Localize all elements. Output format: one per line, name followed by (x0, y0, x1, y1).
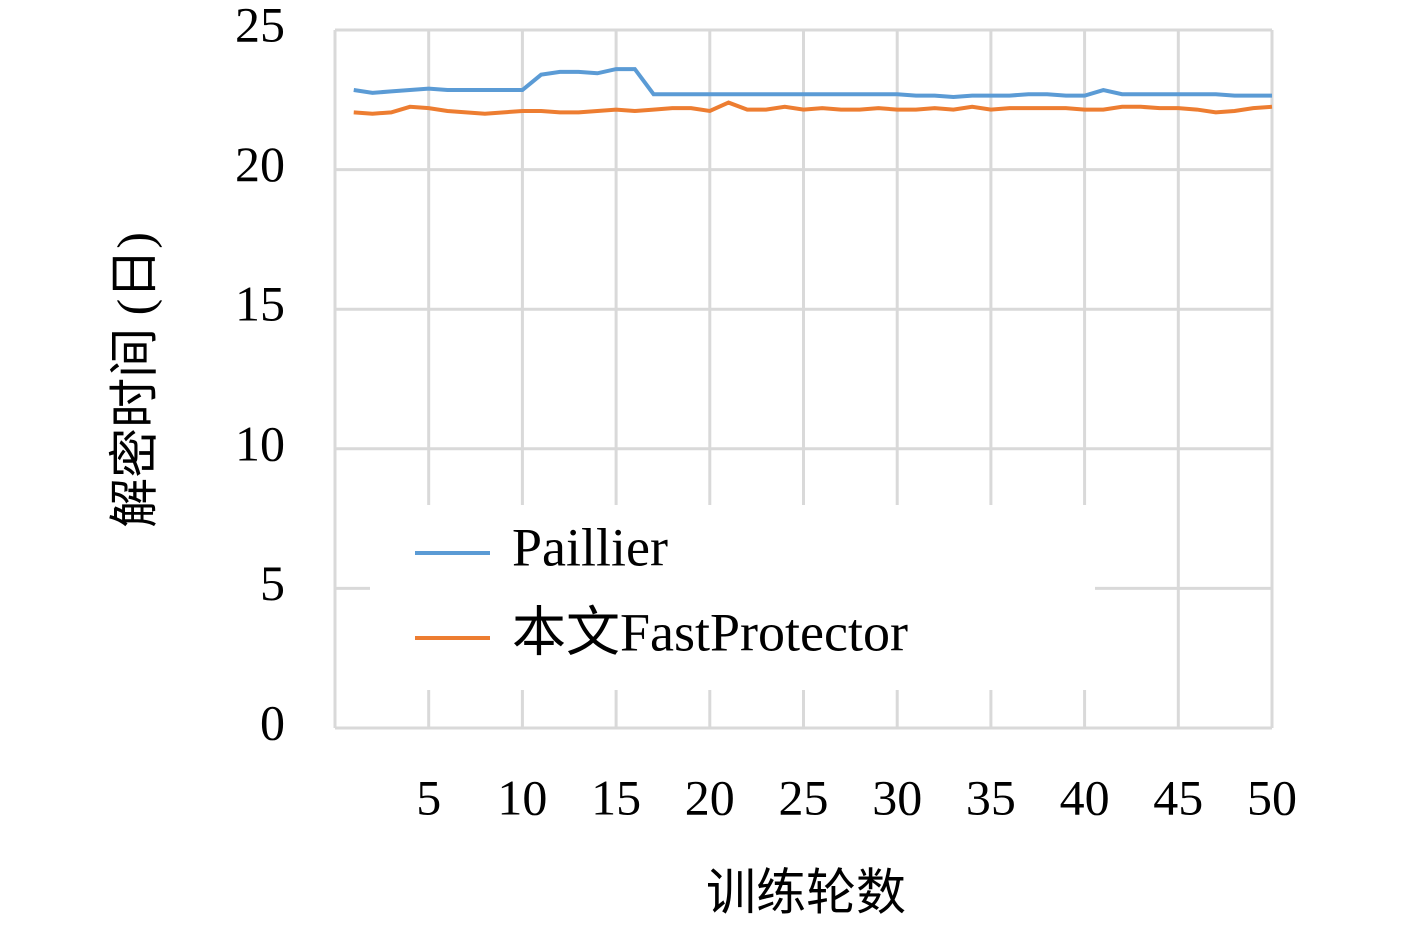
x-tick-label: 35 (966, 769, 1016, 825)
legend-label: Paillier (512, 517, 668, 577)
y-tick-label: 10 (235, 415, 285, 471)
x-tick-label: 20 (685, 769, 735, 825)
x-tick-label: 50 (1247, 769, 1297, 825)
x-axis-label: 训练轮数 (706, 864, 906, 920)
x-tick-label: 30 (872, 769, 922, 825)
x-tick-label: 40 (1060, 769, 1110, 825)
x-tick-label: 15 (591, 769, 641, 825)
data-line (353, 67, 1272, 100)
legend-label: 本文FastProtector (512, 602, 908, 662)
x-tick-label: 10 (497, 769, 547, 825)
y-tick-label: 0 (260, 694, 285, 750)
data-line (353, 100, 1273, 116)
y-tick-label: 25 (235, 0, 285, 52)
y-axis-label: 解密时间 (日) (106, 232, 162, 528)
x-tick-label: 5 (416, 769, 441, 825)
y-tick-label: 20 (235, 136, 285, 192)
x-tick-label: 25 (779, 769, 829, 825)
y-tick-label: 5 (260, 555, 285, 611)
y-tick-label: 15 (235, 276, 285, 332)
x-tick-label: 45 (1153, 769, 1203, 825)
legend-box (370, 505, 1095, 690)
